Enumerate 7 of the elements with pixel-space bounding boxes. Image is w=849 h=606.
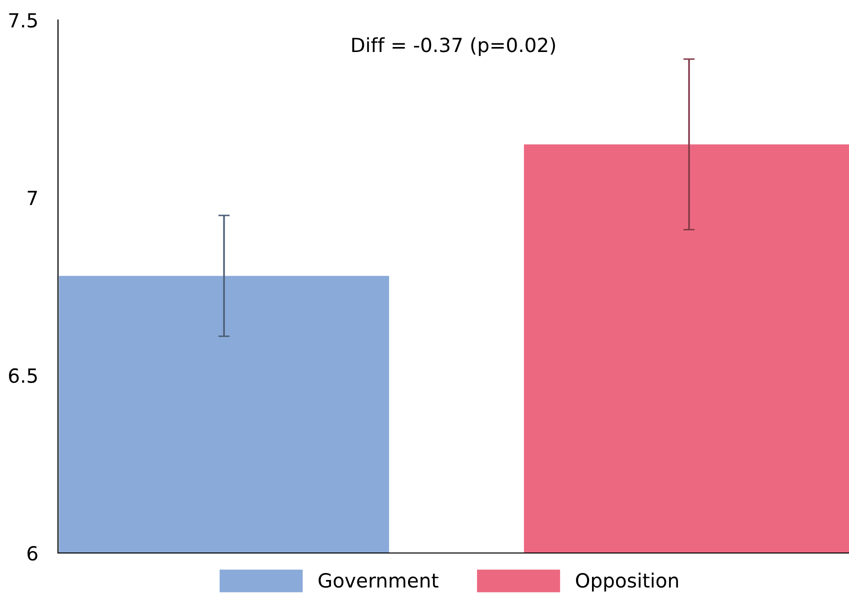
- y-tick-label: 7.5: [9, 13, 37, 28]
- legend-label: Government: [318, 573, 438, 588]
- legend-label: Opposition: [576, 572, 678, 592]
- y-tick-label: 6: [28, 546, 38, 561]
- y-tick-label: 6.5: [8, 368, 37, 383]
- annotation: Diff = -0.37 (p=0.02): [352, 37, 555, 56]
- y-tick-label: 7: [28, 190, 37, 206]
